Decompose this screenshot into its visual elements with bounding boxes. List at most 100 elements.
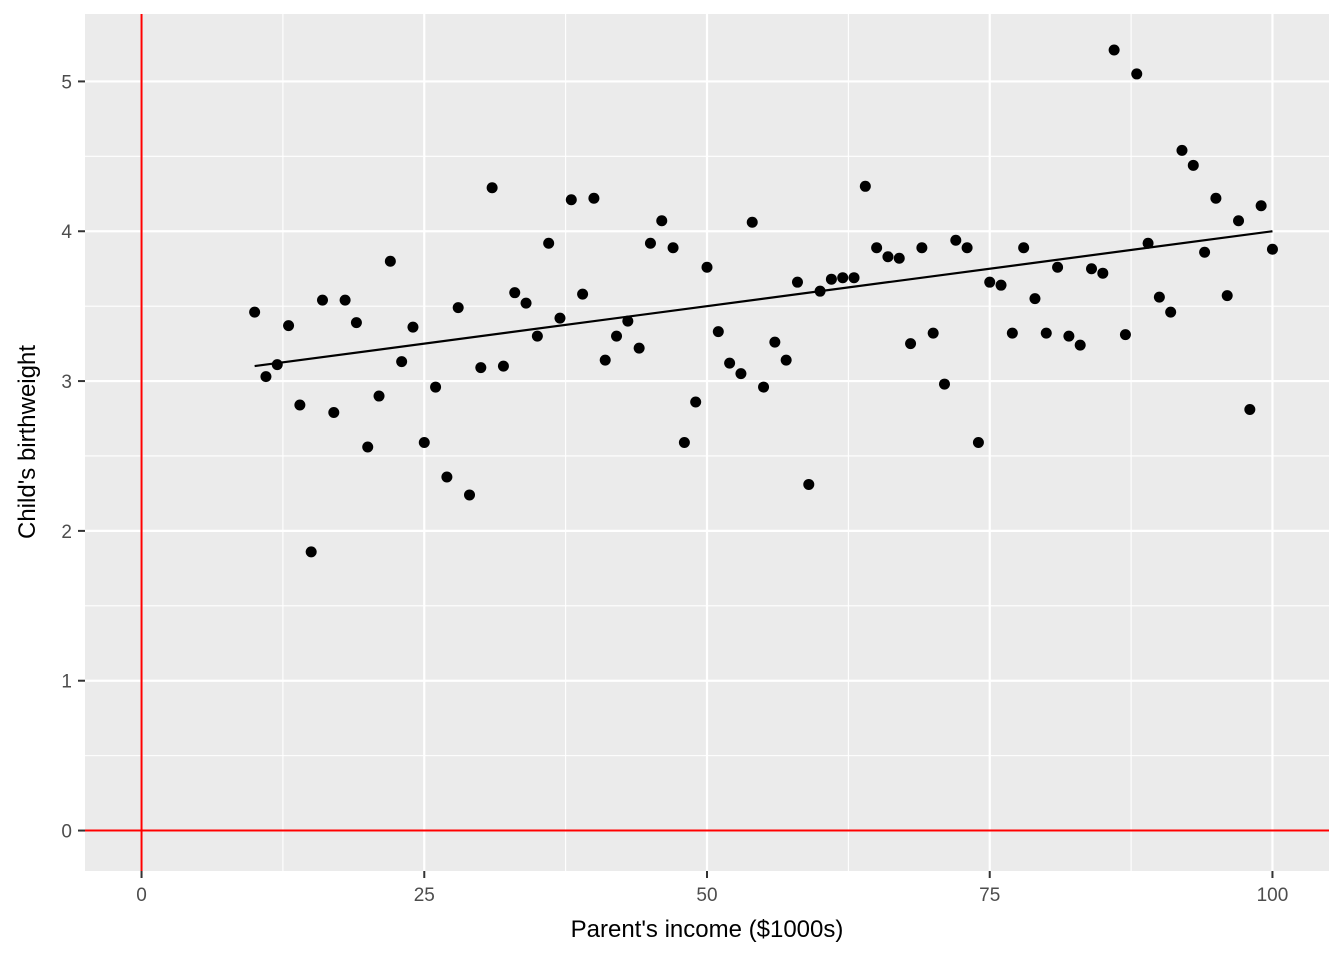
data-point <box>1040 327 1052 339</box>
data-point <box>497 360 509 372</box>
data-point <box>667 242 679 254</box>
data-point <box>430 381 442 393</box>
y-axis-ticks: 0 1 2 3 4 5 <box>61 72 85 843</box>
data-point <box>362 441 374 453</box>
x-tick-label: 100 <box>1257 885 1289 906</box>
data-point <box>1052 261 1064 273</box>
data-point <box>905 338 917 350</box>
data-point <box>1063 330 1075 342</box>
data-point <box>1006 327 1018 339</box>
data-point <box>927 327 939 339</box>
data-point <box>712 326 724 338</box>
data-point <box>611 330 623 342</box>
data-point <box>972 437 984 448</box>
data-point <box>984 276 996 288</box>
data-point <box>1018 242 1030 254</box>
data-point <box>441 471 453 483</box>
trend-line <box>254 230 1273 368</box>
data-point <box>305 546 317 558</box>
data-point <box>950 234 962 246</box>
data-point <box>1131 68 1143 80</box>
data-point <box>961 242 973 254</box>
data-point <box>690 396 702 408</box>
data-point <box>1074 339 1086 351</box>
data-point <box>396 356 408 368</box>
data-point <box>1108 44 1120 56</box>
data-point <box>339 294 351 306</box>
data-point <box>350 317 362 329</box>
data-point <box>328 407 340 419</box>
data-point <box>1210 192 1222 204</box>
data-point <box>995 279 1007 291</box>
data-point <box>803 478 815 490</box>
data-point <box>678 437 690 448</box>
x-tick-label: 75 <box>979 885 1000 906</box>
y-tick-label: 4 <box>61 222 72 243</box>
data-point <box>452 302 464 314</box>
data-point <box>1165 306 1177 318</box>
data-point <box>1142 237 1154 249</box>
x-axis-ticks: 0 25 50 75 100 <box>136 871 1288 906</box>
data-point <box>1199 246 1211 258</box>
data-point <box>294 399 306 411</box>
data-point <box>1255 200 1267 212</box>
data-point <box>373 390 385 402</box>
data-point <box>1221 290 1233 302</box>
data-point <box>565 194 577 206</box>
data-point <box>1176 144 1188 156</box>
data-point <box>249 306 261 318</box>
y-tick-label: 5 <box>61 72 72 93</box>
data-point <box>825 273 837 285</box>
data-point <box>1119 329 1131 341</box>
data-point <box>316 294 328 306</box>
data-point <box>543 237 555 249</box>
y-tick-label: 2 <box>61 522 72 543</box>
data-point <box>1233 215 1245 227</box>
data-point <box>418 437 430 448</box>
data-point <box>475 362 487 374</box>
data-point <box>871 242 883 254</box>
data-point <box>837 272 849 284</box>
data-point <box>780 354 792 366</box>
data-point <box>260 371 272 383</box>
trend-line-group <box>254 230 1273 368</box>
data-point <box>656 215 668 227</box>
x-axis-title: Parent's income ($1000s) <box>571 916 844 943</box>
data-point <box>735 368 747 380</box>
data-point <box>916 242 928 254</box>
data-point <box>701 261 713 273</box>
y-tick-label: 1 <box>61 672 72 693</box>
data-point <box>814 285 826 297</box>
data-point <box>1266 243 1278 255</box>
data-point <box>1086 263 1098 275</box>
data-point <box>486 182 498 194</box>
data-point <box>283 320 295 332</box>
data-point <box>509 287 521 299</box>
data-point <box>644 237 656 249</box>
data-points <box>249 44 1278 558</box>
data-point <box>791 276 803 288</box>
data-point <box>588 192 600 204</box>
data-point <box>464 489 476 501</box>
data-point <box>577 288 589 300</box>
data-point <box>938 378 950 390</box>
x-tick-label: 0 <box>136 885 147 906</box>
data-point <box>520 297 532 309</box>
data-point <box>746 216 758 228</box>
x-tick-label: 50 <box>696 885 717 906</box>
data-point <box>848 272 860 284</box>
data-point <box>599 354 611 366</box>
data-point <box>531 330 543 342</box>
data-point <box>882 251 894 263</box>
data-point <box>1029 293 1041 305</box>
data-point <box>407 321 419 333</box>
data-point <box>859 180 871 192</box>
y-tick-label: 3 <box>61 372 72 393</box>
x-tick-label: 25 <box>414 885 435 906</box>
y-tick-label: 0 <box>61 822 72 843</box>
data-point <box>769 336 781 348</box>
data-point <box>1244 404 1256 416</box>
data-point <box>1097 267 1109 279</box>
data-point <box>622 315 634 327</box>
